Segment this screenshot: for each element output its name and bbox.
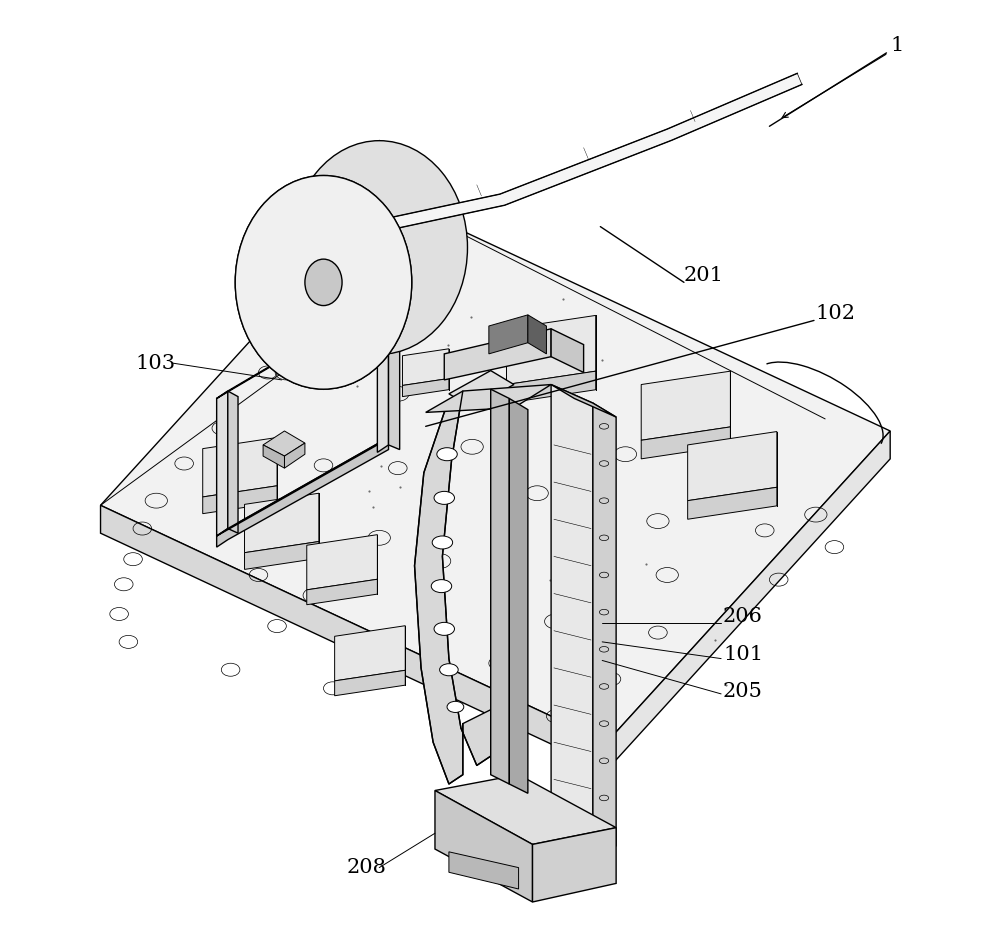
Polygon shape	[217, 438, 389, 536]
Polygon shape	[335, 671, 405, 696]
Polygon shape	[507, 316, 596, 385]
Polygon shape	[101, 506, 607, 770]
Polygon shape	[593, 404, 616, 846]
Polygon shape	[245, 542, 319, 570]
Polygon shape	[307, 580, 377, 605]
Ellipse shape	[431, 580, 452, 593]
Polygon shape	[203, 438, 277, 497]
Polygon shape	[377, 297, 389, 318]
Polygon shape	[402, 350, 449, 386]
Polygon shape	[533, 828, 616, 902]
Polygon shape	[449, 371, 514, 408]
Text: 101: 101	[723, 644, 763, 663]
Polygon shape	[426, 385, 551, 413]
Polygon shape	[284, 444, 305, 469]
Polygon shape	[444, 329, 551, 380]
Polygon shape	[307, 535, 377, 590]
Polygon shape	[509, 399, 528, 793]
Polygon shape	[263, 445, 284, 469]
Polygon shape	[389, 311, 400, 450]
Polygon shape	[415, 392, 491, 784]
Ellipse shape	[434, 623, 454, 636]
Text: 208: 208	[347, 857, 387, 876]
Polygon shape	[528, 316, 546, 354]
Text: 205: 205	[723, 681, 763, 700]
Polygon shape	[688, 432, 777, 501]
Ellipse shape	[235, 176, 412, 390]
Polygon shape	[641, 372, 730, 441]
Polygon shape	[263, 432, 305, 457]
Polygon shape	[203, 486, 277, 514]
Text: 102: 102	[816, 303, 856, 322]
Ellipse shape	[235, 176, 412, 390]
Text: 206: 206	[723, 607, 763, 625]
Polygon shape	[245, 494, 319, 553]
Polygon shape	[551, 329, 584, 373]
Polygon shape	[435, 775, 616, 844]
Polygon shape	[489, 316, 528, 354]
Ellipse shape	[305, 260, 342, 306]
Ellipse shape	[440, 664, 458, 676]
Polygon shape	[607, 432, 890, 770]
Polygon shape	[101, 195, 890, 742]
Ellipse shape	[447, 702, 464, 713]
Polygon shape	[217, 297, 389, 399]
Text: 1: 1	[890, 36, 904, 55]
Polygon shape	[551, 385, 616, 418]
Polygon shape	[335, 626, 405, 681]
Ellipse shape	[437, 448, 457, 461]
Polygon shape	[507, 372, 596, 404]
Polygon shape	[491, 390, 509, 784]
Text: 201: 201	[684, 265, 724, 284]
Polygon shape	[217, 392, 228, 536]
Polygon shape	[641, 428, 730, 459]
Text: 103: 103	[136, 354, 176, 372]
Polygon shape	[228, 392, 238, 534]
Polygon shape	[402, 380, 449, 397]
Polygon shape	[688, 488, 777, 520]
Polygon shape	[449, 852, 519, 889]
Polygon shape	[551, 385, 593, 835]
Ellipse shape	[291, 142, 467, 355]
Ellipse shape	[434, 492, 454, 505]
Ellipse shape	[432, 536, 453, 549]
Polygon shape	[435, 791, 533, 902]
Polygon shape	[217, 438, 389, 548]
Polygon shape	[370, 74, 802, 234]
Polygon shape	[377, 311, 389, 453]
